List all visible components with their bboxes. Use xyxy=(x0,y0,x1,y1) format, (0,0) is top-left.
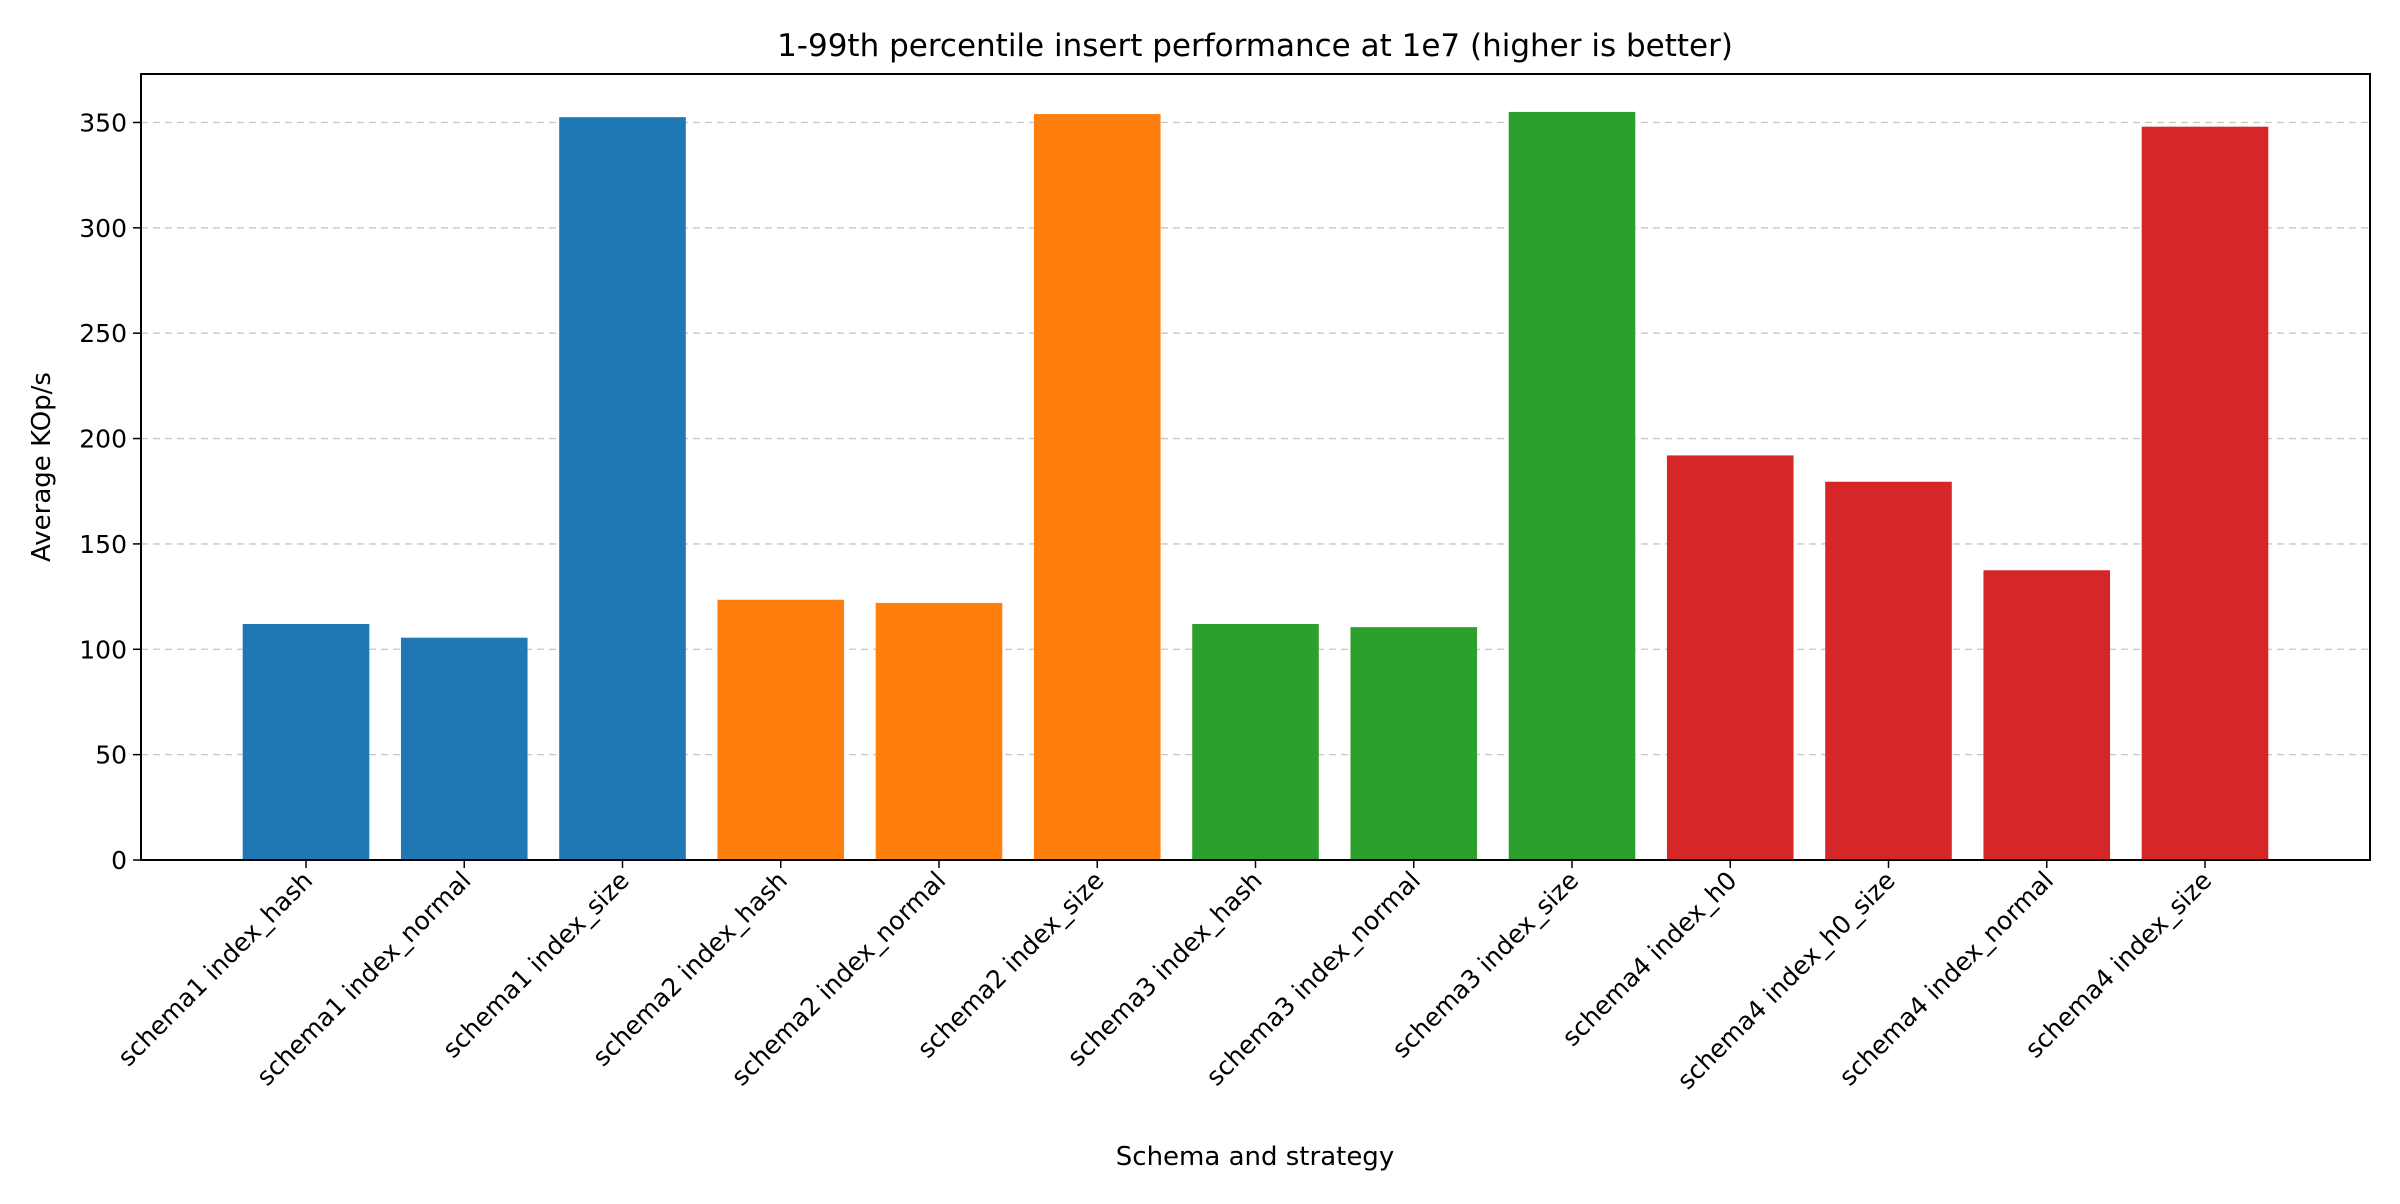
bar xyxy=(559,117,686,861)
x-tick-label: schema4 index_h0 xyxy=(1556,866,1742,1052)
y-tick-label: 100 xyxy=(79,635,127,664)
bar xyxy=(2141,126,2269,860)
y-axis-ticks: 0 50 100 150 200 250 300 350 xyxy=(79,108,141,875)
bar xyxy=(1825,481,1952,860)
bar xyxy=(717,599,845,860)
plot-frame xyxy=(140,73,2371,861)
y-tick-label: 300 xyxy=(79,214,127,243)
bar xyxy=(242,623,370,860)
bar xyxy=(1192,623,1319,860)
bar xyxy=(1350,627,1478,860)
y-tick-label: 350 xyxy=(79,108,127,137)
y-tick-label: 0 xyxy=(111,846,127,875)
bar xyxy=(1983,570,2111,860)
chart-title: 1-99th percentile insert performance at … xyxy=(777,28,1733,64)
bar xyxy=(400,637,528,860)
bar xyxy=(1666,455,1794,860)
bar xyxy=(1508,111,1636,860)
x-axis-label: Schema and strategy xyxy=(1116,1142,1394,1172)
y-axis-label: Average KOp/s xyxy=(27,372,57,562)
y-tick-label: 150 xyxy=(79,530,127,559)
y-tick-label: 50 xyxy=(95,741,127,770)
y-tick-label: 250 xyxy=(79,319,127,348)
bar xyxy=(1033,114,1161,860)
bar xyxy=(875,602,1003,860)
y-tick-label: 200 xyxy=(79,425,127,454)
bars xyxy=(242,111,2269,861)
